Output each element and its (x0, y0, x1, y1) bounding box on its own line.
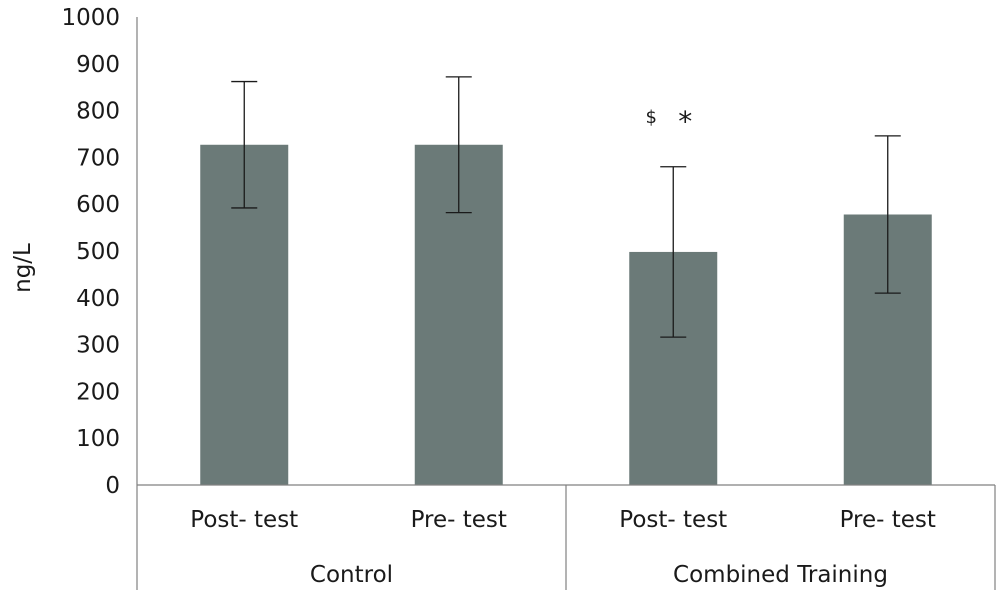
y-tick-label: 600 (76, 192, 120, 218)
y-axis-label: ng/L (10, 243, 36, 293)
y-tick-label: 300 (76, 333, 120, 359)
x-tick-label: Pre- test (411, 507, 507, 533)
significance-marker: * (678, 105, 692, 138)
x-axis: Post- test Pre- test Control Post- test Pre-… (136, 484, 996, 590)
y-tick-label: 800 (76, 99, 120, 125)
x-tick-label: Pre- test (840, 507, 936, 533)
bars (200, 144, 932, 485)
x-tick-label: Post- test (619, 507, 727, 533)
y-tick-label: 0 (105, 473, 120, 499)
y-tick-label: 1000 (61, 5, 120, 31)
y-tick-label: 900 (76, 52, 120, 78)
annotations: $ * (646, 105, 693, 138)
y-tick-label: 500 (76, 239, 120, 265)
y-tick-label: 200 (76, 379, 120, 405)
y-axis: 0 100 200 300 400 500 600 700 800 900 1000 (61, 5, 138, 499)
y-tick-label: 700 (76, 145, 120, 171)
x-group-label: Combined Training (673, 562, 888, 588)
y-tick-label: 100 (76, 426, 120, 452)
significance-marker: $ (646, 107, 657, 128)
y-tick-label: 400 (76, 286, 120, 312)
x-group-label: Control (310, 562, 393, 588)
x-tick-label: Post- test (190, 507, 298, 533)
error-bars (231, 76, 901, 338)
